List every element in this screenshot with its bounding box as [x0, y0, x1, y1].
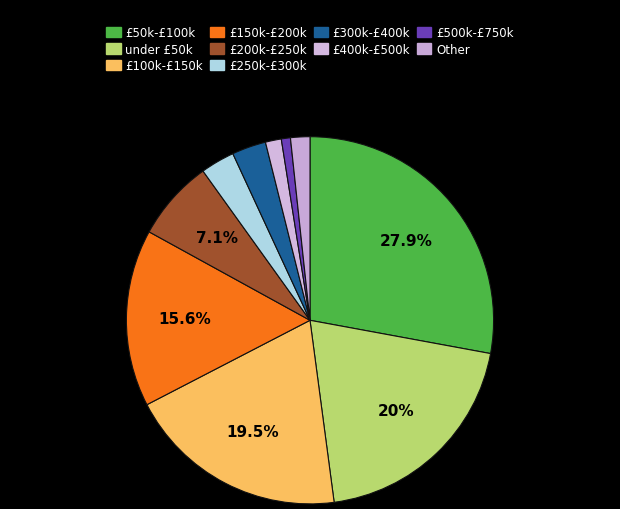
Wedge shape: [126, 233, 310, 405]
Text: 15.6%: 15.6%: [159, 312, 211, 327]
Wedge shape: [281, 138, 310, 321]
Wedge shape: [310, 137, 494, 354]
Text: 7.1%: 7.1%: [195, 231, 237, 245]
Text: 20%: 20%: [378, 404, 414, 418]
Wedge shape: [310, 321, 490, 502]
Wedge shape: [149, 172, 310, 321]
Text: 27.9%: 27.9%: [379, 234, 432, 248]
Wedge shape: [265, 139, 310, 321]
Legend: £50k-£100k, under £50k, £100k-£150k, £150k-£200k, £200k-£250k, £250k-£300k, £300: £50k-£100k, under £50k, £100k-£150k, £15…: [103, 23, 517, 76]
Wedge shape: [203, 154, 310, 321]
Wedge shape: [290, 137, 310, 321]
Wedge shape: [233, 143, 310, 321]
Text: 19.5%: 19.5%: [226, 423, 278, 439]
Wedge shape: [147, 321, 334, 504]
